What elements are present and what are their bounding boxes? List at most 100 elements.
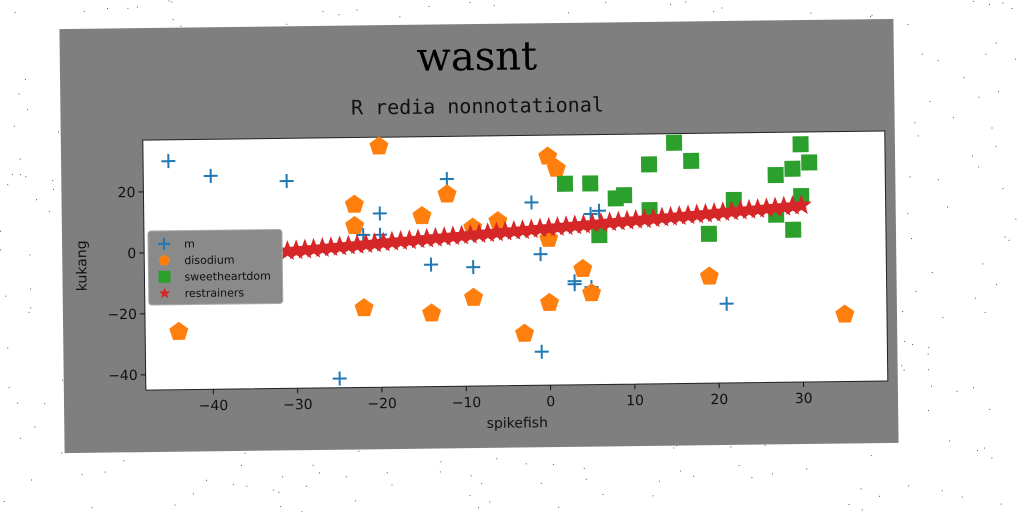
noise-dot [20, 437, 22, 439]
noise-dot [62, 379, 63, 381]
noise-dot [28, 311, 30, 313]
disodium-point [582, 283, 602, 302]
noise-dot [493, 4, 495, 6]
noise-dot [931, 385, 932, 387]
noise-dot [439, 471, 441, 473]
noise-dot [991, 457, 993, 459]
restrainers-point [381, 230, 403, 251]
noise-dot [53, 188, 54, 190]
noise-dot [20, 174, 22, 176]
noise-dot [172, 19, 174, 21]
restrainers-point [721, 200, 743, 221]
noise-dot [995, 146, 997, 148]
m-point [719, 296, 734, 311]
noise-dot [322, 11, 324, 13]
noise-dot [949, 440, 951, 442]
restrainers-point [364, 232, 386, 253]
noise-dot [206, 479, 207, 481]
noise-dot [25, 176, 27, 178]
noise-dot [904, 340, 906, 342]
noise-dot [915, 291, 917, 292]
noise-dot [428, 5, 430, 7]
y-tick-label: −20 [107, 307, 137, 323]
noise-dot [989, 408, 991, 410]
noise-dot [985, 53, 987, 55]
noise-dot [585, 478, 587, 480]
m-point [332, 371, 347, 386]
noise-dot [13, 125, 15, 127]
data-marks [161, 134, 855, 386]
noise-dot [123, 460, 125, 462]
noise-dot [871, 14, 873, 16]
noise-dot [901, 365, 903, 367]
restrainers-point [668, 205, 690, 226]
sweetheartdom-point [792, 136, 809, 153]
noise-dot [399, 16, 401, 18]
disodium-point [437, 184, 457, 203]
noise-dot [286, 23, 288, 25]
m-point [161, 154, 176, 169]
restrainers-point [703, 202, 725, 223]
noise-dot [496, 458, 498, 460]
noise-dot [107, 8, 108, 10]
legend-box [147, 228, 284, 306]
noise-dot [17, 402, 19, 404]
noise-dot [31, 479, 32, 481]
restrainers-point [451, 224, 473, 245]
noise-dot [305, 485, 307, 487]
noise-dot [48, 211, 50, 213]
sweetheartdom-point [785, 221, 802, 238]
noise-dot [391, 484, 393, 486]
noise-dot [440, 461, 442, 463]
noise-dot [3, 501, 5, 502]
restrainers-point [712, 201, 734, 222]
sweetheartdom-point [640, 156, 658, 173]
noise-dot [860, 488, 862, 490]
restrainers-point [573, 213, 595, 234]
m-point [439, 172, 454, 187]
noise-dot [982, 263, 984, 265]
restrainers-point [747, 198, 769, 219]
noise-dot [772, 473, 773, 475]
noise-dot [713, 10, 715, 12]
restrainers-point [303, 237, 325, 258]
chart-figure: wasnt R redia nonnotational −40 −30 −20 −10… [59, 18, 899, 454]
noise-dot [478, 507, 480, 509]
plot-area [142, 130, 889, 391]
noise-dot [870, 455, 872, 457]
x-tick-label: 0 [546, 394, 555, 410]
sweetheartdom-point [665, 134, 683, 151]
noise-dot [988, 4, 990, 5]
sweetheartdom-point [607, 190, 624, 207]
noise-dot [673, 447, 675, 449]
y-tick-label: 20 [118, 185, 136, 201]
noise-dot [278, 491, 280, 493]
sweetheartdom-point [767, 166, 784, 184]
noise-dot [902, 311, 904, 313]
noise-dot [879, 495, 880, 497]
noise-dot [232, 483, 234, 485]
noise-dot [470, 475, 472, 477]
noise-dot [861, 509, 863, 511]
noise-dot [83, 10, 85, 12]
disodium-point [344, 194, 364, 213]
sweetheartdom-point [582, 175, 599, 192]
noise-dot [345, 476, 347, 478]
noise-dot [61, 452, 63, 454]
y-tick-label: 0 [127, 246, 136, 262]
noise-dot [44, 403, 46, 405]
noise-dot [928, 369, 930, 371]
restrainers-point [520, 218, 542, 239]
noise-dot [540, 482, 542, 484]
noise-dot [908, 485, 910, 487]
disodium-point [699, 266, 719, 285]
restrainers-point [555, 215, 577, 236]
noise-dot [1015, 218, 1017, 220]
noise-dot [558, 506, 560, 508]
noise-dot [240, 464, 242, 466]
noise-dot [583, 467, 585, 469]
noise-dot [469, 1, 471, 3]
noise-dot [1011, 8, 1013, 9]
noise-dot [956, 390, 958, 392]
restrainers-point [564, 214, 586, 235]
